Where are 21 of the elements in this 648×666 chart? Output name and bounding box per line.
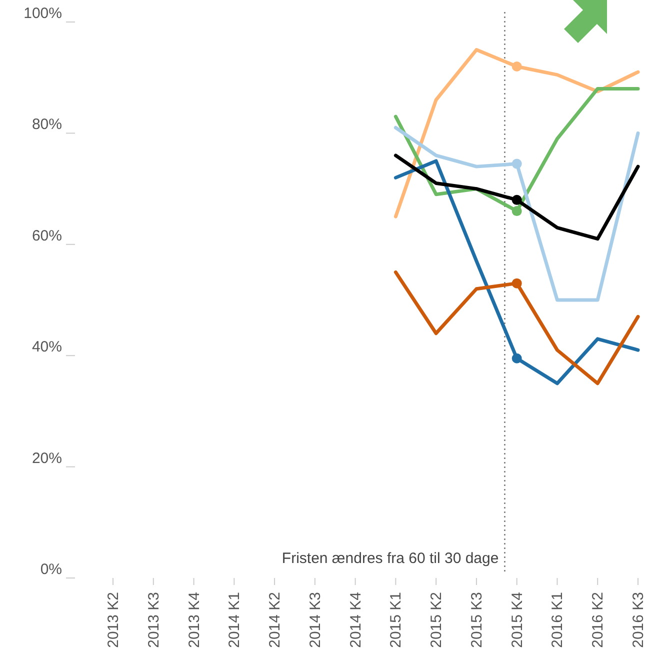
- x-tick-label: 2013 K4: [186, 592, 203, 648]
- y-tick-label: 80%: [32, 116, 62, 134]
- x-tick-label: 2013 K2: [105, 592, 122, 648]
- x-tick-label: 2013 K3: [145, 592, 162, 648]
- x-tick-label: 2014 K3: [306, 592, 324, 648]
- x-tick-label: 2014 K2: [266, 592, 284, 648]
- y-tick-label: 60%: [32, 227, 62, 244]
- x-tick-label: 2015 K1: [388, 592, 405, 648]
- x-tick-label: 2014 K1: [226, 592, 244, 648]
- x-tick-label: 2016 K2: [590, 592, 607, 648]
- ref-line-label: Fristen ændres fra 60 til 30 dage: [282, 550, 499, 567]
- x-tick-label: 2016 K1: [549, 592, 566, 648]
- y-tick-label: 40%: [32, 338, 62, 356]
- y-tick-label: 100%: [24, 5, 62, 22]
- x-tick-label: 2015 K4: [508, 592, 526, 648]
- y-tick-label: 20%: [32, 450, 62, 467]
- y-tick-label: 0%: [40, 561, 62, 578]
- x-tick-label: 2015 K2: [428, 592, 446, 648]
- x-tick-label: 2016 K3: [630, 592, 647, 648]
- x-tick-label: 2015 K3: [468, 592, 486, 648]
- x-tick-label: 2014 K4: [347, 592, 364, 648]
